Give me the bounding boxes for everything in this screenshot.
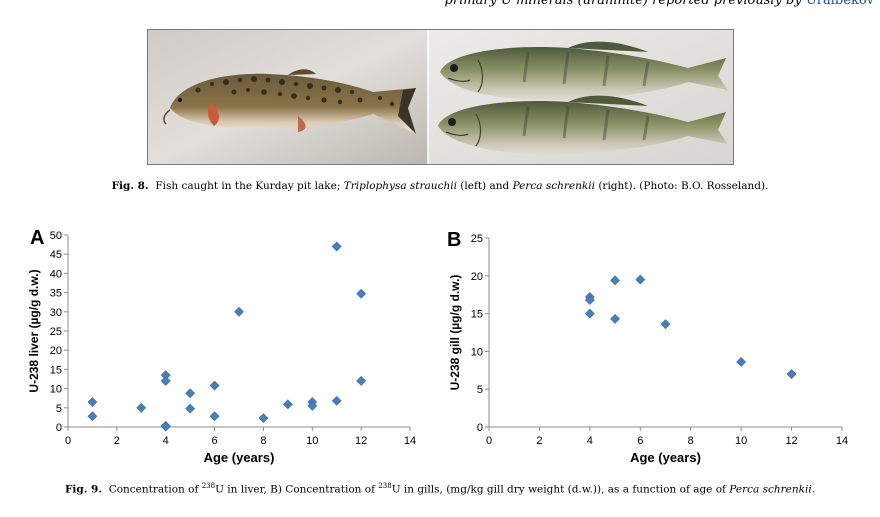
species-right: Perca schrenkii: [512, 180, 595, 192]
y-tick-label: 15: [471, 309, 483, 321]
data-point-diamond: [282, 399, 293, 410]
y-tick-label: 5: [56, 403, 62, 415]
data-point-diamond: [660, 319, 671, 330]
fish-photo: [148, 30, 733, 164]
data-point-diamond: [356, 288, 367, 299]
data-point-diamond: [786, 369, 797, 380]
data-point-diamond: [331, 395, 342, 406]
x-tick-label: 0: [65, 435, 71, 447]
x-tick-label: 4: [587, 435, 593, 447]
x-tick-label: 12: [355, 435, 367, 447]
x-tick-label: 6: [212, 435, 218, 447]
data-point-diamond: [87, 411, 98, 422]
data-point-diamond: [584, 295, 595, 305]
species-left: Triplophysa strauchii: [343, 180, 457, 192]
figure9-label: Fig. 9.: [64, 483, 102, 496]
x-axis-title: Age (years): [204, 450, 275, 465]
preceding-text-line: primary U minerals (uraninite) reported …: [445, 0, 874, 8]
figure9-caption: Fig. 9. Concentration of 238U in liver, …: [64, 482, 816, 496]
y-tick-label: 20: [471, 271, 483, 283]
x-tick-label: 4: [163, 435, 169, 447]
data-point-diamond: [610, 275, 620, 286]
data-point-diamond: [185, 388, 196, 399]
data-point-diamond: [209, 380, 220, 391]
y-axis-title: U-238 gill (µg/g d.w.): [448, 275, 462, 391]
y-tick-label: 5: [477, 384, 483, 396]
gill-scatter-chart: 0 5 10 15 20 25 0 2 4 6 8 10 12 14 Age (years) U-238 gi…: [448, 233, 848, 465]
y-tick-label: 40: [50, 268, 62, 280]
y-tick-label: 10: [471, 346, 483, 358]
data-point-diamond: [610, 313, 620, 324]
x-tick-label: 2: [114, 435, 120, 447]
liver-scatter-chart: 0 5 10 15 20 25 30 35 40 45 50 0 2 4 6 8 10 12 14 Age (year…: [27, 230, 416, 465]
fish-photo-figure: [147, 29, 734, 165]
y-tick-label: 35: [50, 288, 62, 300]
y-tick-label: 25: [50, 326, 62, 338]
data-point-diamond: [87, 397, 98, 407]
y-axis-title: U-238 liver (µg/g d.w.): [27, 269, 41, 392]
y-tick-label: 10: [50, 384, 62, 396]
perch-fish-top: [440, 41, 728, 100]
x-tick-label: 6: [637, 435, 643, 447]
x-tick-label: 14: [836, 435, 848, 447]
data-point-diamond: [331, 241, 342, 252]
data-point-diamond: [234, 306, 244, 317]
data-point-diamond: [356, 375, 367, 386]
data-point-diamond: [258, 413, 269, 424]
figure8-caption: Fig. 8. Fish caught in the Kurday pit la…: [111, 180, 769, 192]
x-tick-label: 8: [688, 435, 694, 447]
x-tick-label: 10: [306, 435, 318, 447]
data-point-diamond: [307, 400, 318, 411]
x-tick-label: 10: [735, 435, 747, 447]
panel-b-label: B: [447, 229, 462, 251]
figure8-label: Fig. 8.: [111, 180, 149, 192]
citation-link[interactable]: Uralbekov: [805, 0, 874, 8]
data-point-diamond: [160, 421, 171, 432]
x-tick-label: 8: [260, 435, 266, 447]
y-tick-label: 15: [50, 364, 62, 376]
y-tick-label: 0: [477, 422, 483, 434]
data-point-diamond: [136, 402, 147, 413]
loach-fish: [163, 69, 416, 134]
data-point-diamond: [736, 357, 747, 367]
x-tick-label: 14: [404, 435, 416, 447]
data-point-diamond: [584, 308, 595, 319]
y-tick-label: 0: [56, 422, 62, 434]
x-axis-title: Age (years): [630, 450, 701, 465]
x-tick-label: 0: [486, 435, 492, 447]
panel-a-label: A: [30, 227, 45, 249]
data-point-diamond: [160, 375, 171, 386]
perch-fish-bottom: [438, 95, 728, 154]
x-tick-label: 2: [536, 435, 542, 447]
y-tick-label: 50: [50, 230, 62, 242]
y-tick-label: 20: [50, 345, 62, 357]
y-tick-label: 25: [471, 233, 483, 245]
x-tick-label: 12: [785, 435, 797, 447]
data-point-diamond: [185, 403, 196, 414]
data-point-diamond: [635, 274, 646, 285]
y-tick-label: 30: [50, 307, 62, 319]
data-point-diamond: [209, 411, 220, 422]
y-tick-label: 45: [50, 249, 62, 261]
species-name: Perca schrenkii: [729, 483, 812, 496]
